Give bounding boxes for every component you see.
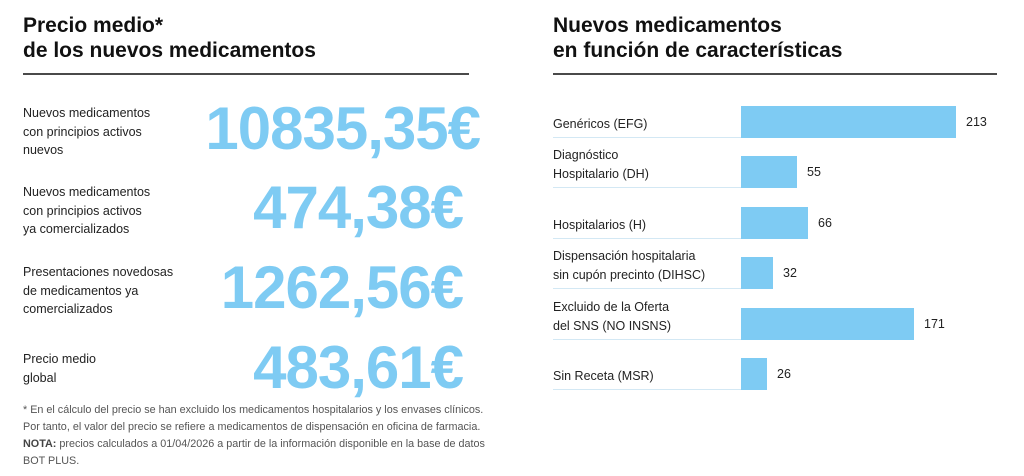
bar: [741, 257, 773, 289]
note-line2: BOT PLUS.: [23, 455, 80, 467]
bar-value-label: 213: [966, 115, 987, 129]
footnote-line1: * En el cálculo del precio se han exclui…: [23, 404, 484, 416]
price-item-label: Precio medio global: [23, 350, 96, 387]
bar-category-label: Dispensación hospitalaria sin cupón preci…: [553, 247, 705, 285]
left-title-line2: de los nuevos medicamentos: [23, 39, 316, 62]
row-separator: [553, 339, 741, 340]
right-title-rule: [553, 73, 997, 75]
row-separator: [553, 137, 741, 138]
bar-category-label: Hospitalarios (H): [553, 216, 646, 235]
bar-category-label-line: Hospitalarios (H): [553, 218, 647, 232]
row-separator: [553, 187, 741, 188]
bar-value-label: 32: [783, 266, 797, 280]
bar-category-label: Diagnóstico Hospitalario (DH): [553, 146, 649, 184]
price-value: 1262,56€: [220, 254, 464, 321]
bar-category-label-line: del SNS (NO INSNS): [553, 319, 672, 333]
bar-category-label: Sin Receta (MSR): [553, 367, 654, 386]
bar: [741, 358, 767, 390]
footnote-line2: Por tanto, el valor del precio se refier…: [23, 421, 481, 433]
bar-category-label-line: Sin Receta (MSR): [553, 369, 654, 383]
bar-category-label-line: Genéricos (EFG): [553, 117, 648, 131]
bar-category-label-line: Dispensación hospitalaria: [553, 249, 696, 263]
price-item-label-line: ya comercializados: [23, 222, 130, 236]
bar-category-label-line: Excluido de la Oferta: [553, 300, 670, 314]
note-label: NOTA:: [23, 438, 57, 450]
price-item-label-line: global: [23, 370, 57, 385]
price-value: 10835,35€: [205, 95, 481, 162]
price-item-label: Nuevos medicamentos con principios activo…: [23, 183, 150, 239]
right-panel-title: Nuevos medicamentos en función de caract…: [553, 13, 842, 63]
left-panel-title: Precio medio* de los nuevos medicamentos: [23, 13, 316, 63]
bar: [741, 106, 956, 138]
note-text: precios calculados a 01/04/2026 a partir…: [56, 438, 485, 450]
right-title-line1: Nuevos medicamentos: [553, 14, 782, 37]
bar-category-label-line: Hospitalario (DH): [553, 167, 649, 181]
bar-category-label: Genéricos (EFG): [553, 115, 647, 134]
row-separator: [553, 389, 741, 390]
bar-value-label: 26: [777, 367, 791, 381]
left-title-line1: Precio medio*: [23, 14, 164, 37]
price-item-label-line: Nuevos medicamentos: [23, 185, 151, 199]
row-separator: [553, 288, 741, 289]
note-line: NOTA: precios calculados a 01/04/2026 a …: [23, 436, 523, 453]
price-item-label-line: Presentaciones novedosas: [23, 265, 174, 279]
price-item-label-line: comercializados: [23, 302, 113, 316]
bar-category-label-line: Diagnóstico: [553, 148, 619, 162]
bar: [741, 308, 914, 340]
bar-value-label: 55: [807, 165, 821, 179]
price-item-label: Presentaciones novedosas de medicamentos …: [23, 263, 173, 319]
bar: [741, 156, 797, 188]
bar-category-label: Excluido de la Oferta del SNS (NO INSNS): [553, 298, 671, 336]
row-separator: [553, 238, 741, 239]
price-item-label: Nuevos medicamentos con principios activo…: [23, 104, 150, 160]
price-item-label-line: Precio medio: [23, 352, 96, 366]
footnote: * En el cálculo del precio se han exclui…: [23, 402, 523, 470]
price-value: 483,61€: [253, 334, 464, 401]
bar-value-label: 171: [924, 317, 945, 331]
price-item-label-line: con principios activos: [23, 124, 142, 139]
price-item-label-line: de medicamentos ya: [23, 283, 139, 298]
bar-category-label-line: sin cupón precinto (DIHSC): [553, 268, 706, 282]
price-item-label-line: nuevos: [23, 143, 64, 157]
left-title-rule: [23, 73, 469, 75]
bar-value-label: 66: [818, 216, 832, 230]
price-item-label-line: con principios activos: [23, 203, 142, 218]
price-value: 474,38€: [253, 174, 464, 241]
price-item-label-line: Nuevos medicamentos: [23, 106, 151, 120]
bar: [741, 207, 808, 239]
right-title-line2: en función de características: [553, 39, 843, 62]
